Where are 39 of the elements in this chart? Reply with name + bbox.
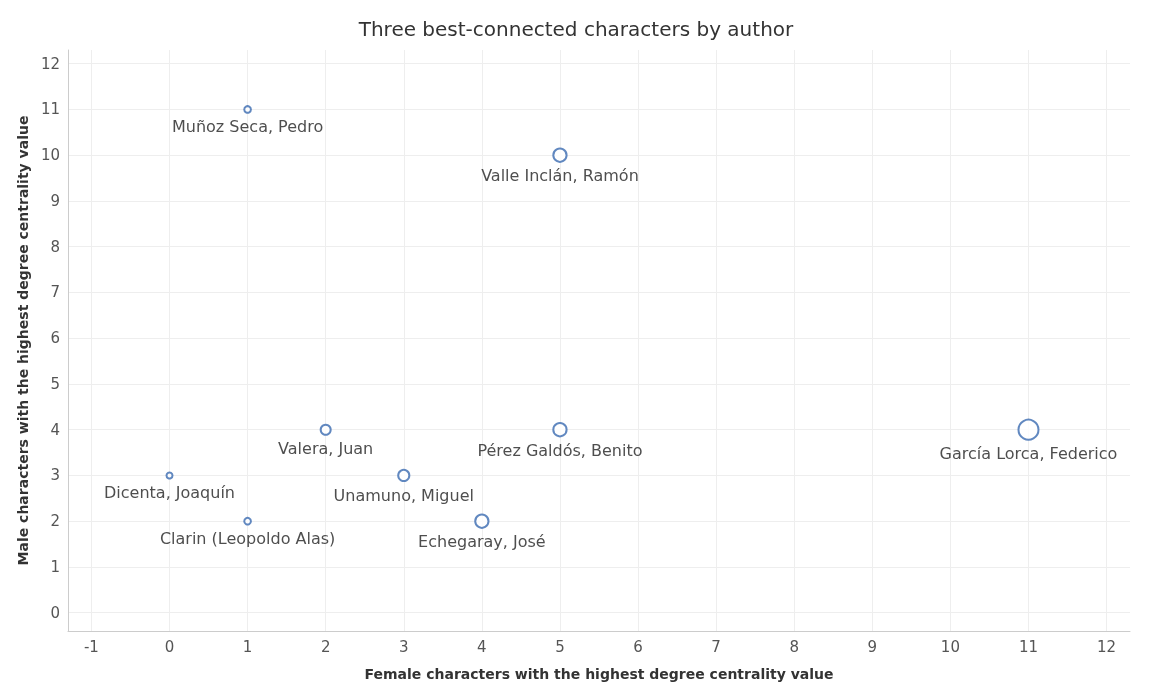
y-tick-label: 4 [50, 420, 60, 439]
x-tick-label: -1 [83, 637, 99, 656]
x-tick-label: 3 [399, 637, 409, 656]
y-tick-label: 0 [50, 603, 60, 622]
x-tick-label: 1 [242, 637, 253, 656]
y-tick-label: 2 [50, 512, 60, 531]
x-tick-label: 4 [477, 637, 487, 656]
y-tick-label: 11 [40, 100, 60, 119]
y-tick-label: 12 [40, 54, 60, 73]
y-tick-label: 8 [50, 237, 60, 256]
y-tick-label: 3 [50, 466, 60, 485]
x-tick-label: 0 [164, 637, 175, 656]
x-tick-label: 5 [555, 637, 565, 656]
y-tick-label: 7 [50, 283, 60, 302]
series-label: Unamuno, Miguel [333, 485, 474, 505]
y-tick-label: 6 [50, 329, 60, 348]
x-tick-label: 9 [867, 637, 878, 656]
series-label: Pérez Galdós, Benito [477, 440, 643, 460]
x-tick-label: 11 [1018, 637, 1039, 656]
x-tick-label: 12 [1097, 637, 1117, 656]
series-label: García Lorca, Federico [939, 444, 1118, 464]
x-tick-label: 6 [633, 637, 643, 656]
series-label: Clarin (Leopoldo Alas) [159, 529, 336, 549]
y-tick-label: 1 [50, 557, 60, 576]
series-label: Valle Inclán, Ramón [481, 166, 639, 186]
series-label: Muñoz Seca, Pedro [171, 117, 324, 137]
x-axis-title: Female characters with the highest degree centrality value [364, 666, 834, 682]
y-tick-label: 5 [50, 374, 60, 393]
x-tick-label: 10 [940, 637, 960, 656]
y-tick-label: 10 [40, 146, 60, 165]
series-label: Echegaray, José [418, 532, 546, 552]
x-tick-label: 2 [320, 637, 331, 656]
x-tick-label: 7 [711, 637, 721, 656]
series-label: Valera, Juan [278, 439, 374, 459]
y-tick-label: 9 [50, 191, 60, 210]
x-tick-label: 8 [789, 637, 799, 656]
series-label: Dicenta, Joaquín [104, 482, 235, 502]
y-axis-title: Male characters with the highest degree centrality value [15, 115, 31, 566]
chart-title: Three best-connected characters by author [357, 17, 795, 41]
